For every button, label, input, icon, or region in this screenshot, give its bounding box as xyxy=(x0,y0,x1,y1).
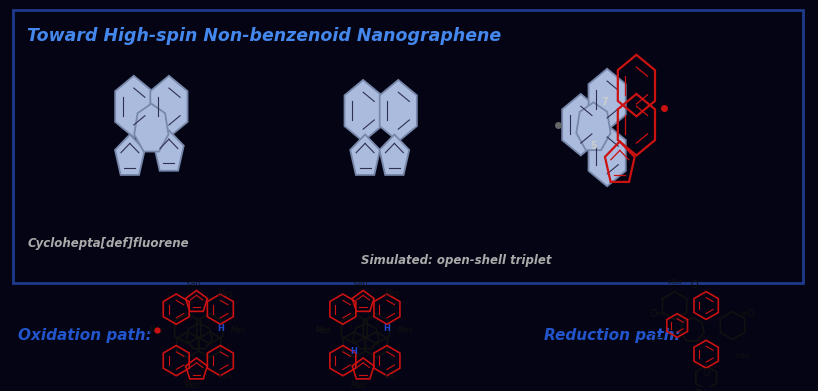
Polygon shape xyxy=(115,76,152,137)
Text: Mes: Mes xyxy=(231,326,246,335)
Polygon shape xyxy=(588,125,626,186)
Text: O: O xyxy=(703,368,710,378)
Text: H: H xyxy=(384,324,390,333)
Text: Mes: Mes xyxy=(316,326,331,335)
Text: Mes: Mes xyxy=(316,326,331,335)
Polygon shape xyxy=(380,80,417,142)
Text: Cyclohepta[def]fluorene: Cyclohepta[def]fluorene xyxy=(27,237,189,250)
Text: =O: =O xyxy=(739,309,755,319)
Text: Oxidation path:: Oxidation path: xyxy=(18,328,151,343)
Text: Reduction path:: Reduction path: xyxy=(544,328,681,343)
Text: Mes: Mes xyxy=(384,289,400,298)
Polygon shape xyxy=(151,76,187,137)
Polygon shape xyxy=(588,69,626,130)
Text: 1+H: 1+H xyxy=(183,390,213,391)
Polygon shape xyxy=(562,94,600,156)
Text: t-Bu: t-Bu xyxy=(353,281,367,287)
Polygon shape xyxy=(577,102,610,150)
Text: Mes: Mes xyxy=(184,381,200,390)
Text: Mes: Mes xyxy=(398,326,413,335)
Text: Mes: Mes xyxy=(218,289,233,298)
Text: 9: 9 xyxy=(693,389,702,391)
Text: t-Bu: t-Bu xyxy=(385,374,399,380)
Text: t-Bu: t-Bu xyxy=(667,279,681,285)
Text: O: O xyxy=(691,280,699,290)
Polygon shape xyxy=(115,135,145,175)
Text: H: H xyxy=(350,347,357,356)
Text: t-Bu: t-Bu xyxy=(736,353,750,359)
Text: Simulated: open-shell triplet: Simulated: open-shell triplet xyxy=(362,254,551,267)
Text: O=: O= xyxy=(649,309,665,319)
Text: Mes: Mes xyxy=(351,381,366,390)
Text: O=: O= xyxy=(649,334,665,344)
Text: Toward High-spin Non-benzenoid Nanographene: Toward High-spin Non-benzenoid Nanograph… xyxy=(27,27,501,45)
Text: Mes: Mes xyxy=(149,326,164,335)
Text: 7: 7 xyxy=(602,97,609,107)
Polygon shape xyxy=(134,104,169,152)
Polygon shape xyxy=(154,130,184,171)
Polygon shape xyxy=(380,135,409,175)
Polygon shape xyxy=(350,135,380,175)
Text: t-Bu: t-Bu xyxy=(218,374,233,380)
Text: t-Bu: t-Bu xyxy=(187,281,201,287)
Text: 1+2H: 1+2H xyxy=(346,390,384,391)
Text: H: H xyxy=(217,324,224,333)
Text: 5: 5 xyxy=(590,141,597,151)
Polygon shape xyxy=(344,80,382,142)
